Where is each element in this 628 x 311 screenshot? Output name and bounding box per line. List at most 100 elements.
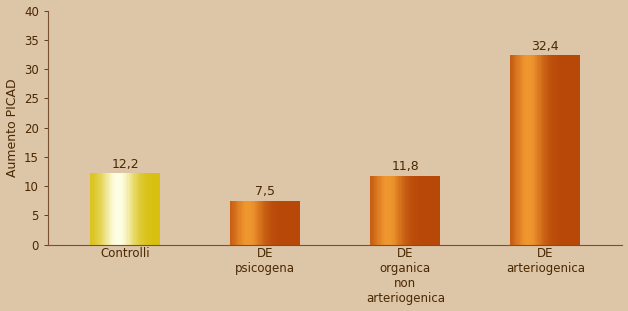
Bar — [436, 176, 437, 245]
Bar — [514, 55, 515, 245]
Bar — [90, 173, 91, 245]
Bar — [288, 201, 290, 245]
Bar — [536, 55, 537, 245]
Bar — [579, 55, 580, 245]
Bar — [568, 55, 569, 245]
Bar — [98, 173, 99, 245]
Bar — [281, 201, 283, 245]
Bar — [411, 176, 413, 245]
Bar — [542, 55, 543, 245]
Bar — [535, 55, 536, 245]
Bar — [544, 55, 545, 245]
Bar — [231, 201, 232, 245]
Bar — [285, 201, 286, 245]
Bar — [406, 176, 408, 245]
Bar — [418, 176, 420, 245]
Bar — [94, 173, 95, 245]
Bar — [280, 201, 281, 245]
Bar — [426, 176, 428, 245]
Bar — [565, 55, 566, 245]
Bar — [144, 173, 145, 245]
Text: 7,5: 7,5 — [255, 185, 275, 198]
Bar — [432, 176, 433, 245]
Bar — [529, 55, 530, 245]
Bar — [394, 176, 395, 245]
Bar — [538, 55, 539, 245]
Bar — [126, 173, 127, 245]
Bar — [298, 201, 299, 245]
Bar — [383, 176, 384, 245]
Bar — [371, 176, 372, 245]
Bar — [154, 173, 155, 245]
Bar — [284, 201, 285, 245]
Bar — [112, 173, 114, 245]
Bar — [566, 55, 568, 245]
Bar — [546, 55, 548, 245]
Bar — [271, 201, 272, 245]
Bar — [279, 201, 280, 245]
Bar — [519, 55, 520, 245]
Bar — [397, 176, 398, 245]
Bar — [92, 173, 94, 245]
Bar — [243, 201, 244, 245]
Bar — [235, 201, 236, 245]
Bar — [106, 173, 107, 245]
Bar — [111, 173, 112, 245]
Bar — [257, 201, 258, 245]
Bar — [125, 173, 126, 245]
Bar — [155, 173, 156, 245]
Bar — [145, 173, 146, 245]
Bar — [121, 173, 122, 245]
Bar — [254, 201, 255, 245]
Bar — [99, 173, 100, 245]
Bar — [143, 173, 144, 245]
Bar — [372, 176, 374, 245]
Bar — [131, 173, 132, 245]
Bar — [249, 201, 250, 245]
Bar — [293, 201, 295, 245]
Bar — [408, 176, 409, 245]
Bar — [286, 201, 288, 245]
Bar — [278, 201, 279, 245]
Bar — [236, 201, 237, 245]
Bar — [564, 55, 565, 245]
Bar — [244, 201, 246, 245]
Bar — [133, 173, 134, 245]
Bar — [533, 55, 534, 245]
Bar — [516, 55, 517, 245]
Bar — [138, 173, 139, 245]
Bar — [117, 173, 118, 245]
Bar — [531, 55, 533, 245]
Bar — [96, 173, 97, 245]
Bar — [396, 176, 397, 245]
Bar — [402, 176, 403, 245]
Bar — [109, 173, 110, 245]
Bar — [573, 55, 575, 245]
Bar — [421, 176, 423, 245]
Bar — [571, 55, 572, 245]
Bar — [429, 176, 430, 245]
Bar — [276, 201, 277, 245]
Bar — [512, 55, 514, 245]
Bar — [130, 173, 131, 245]
Bar — [439, 176, 440, 245]
Bar — [252, 201, 254, 245]
Bar — [264, 201, 265, 245]
Bar — [158, 173, 159, 245]
Bar — [159, 173, 160, 245]
Bar — [382, 176, 383, 245]
Bar — [433, 176, 435, 245]
Bar — [545, 55, 546, 245]
Bar — [119, 173, 121, 245]
Bar — [247, 201, 249, 245]
Bar — [386, 176, 387, 245]
Bar — [401, 176, 402, 245]
Bar — [551, 55, 553, 245]
Bar — [137, 173, 138, 245]
Bar — [246, 201, 247, 245]
Bar — [290, 201, 291, 245]
Bar — [424, 176, 425, 245]
Bar — [148, 173, 149, 245]
Bar — [136, 173, 137, 245]
Bar — [414, 176, 416, 245]
